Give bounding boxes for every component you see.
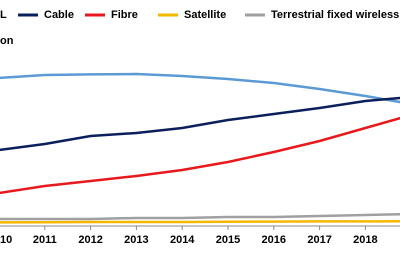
legend-label: L — [0, 9, 7, 21]
series-line — [0, 96, 400, 152]
x-tick-label: 2014 — [170, 234, 195, 246]
legend-label: Satellite — [184, 9, 226, 21]
y-unit-label: on — [0, 35, 14, 47]
series-line — [0, 219, 400, 224]
legend-label: Fibre — [111, 9, 138, 21]
series-line — [0, 116, 400, 195]
legend-label: Terrestrial fixed wireless — [271, 9, 399, 21]
x-tick-label: 2012 — [78, 234, 102, 246]
x-tick-label: 2011 — [33, 234, 57, 246]
x-tick-label: 10 — [0, 234, 12, 246]
x-tick-label: 2018 — [353, 234, 377, 246]
legend-label: Cable — [44, 9, 74, 21]
x-tick-label: 2013 — [124, 234, 148, 246]
series-line — [0, 72, 400, 104]
x-tick-label: 2015 — [216, 234, 240, 246]
x-tick-label: 2017 — [307, 234, 331, 246]
x-tick-label: 2016 — [262, 234, 286, 246]
series-line — [0, 212, 400, 221]
